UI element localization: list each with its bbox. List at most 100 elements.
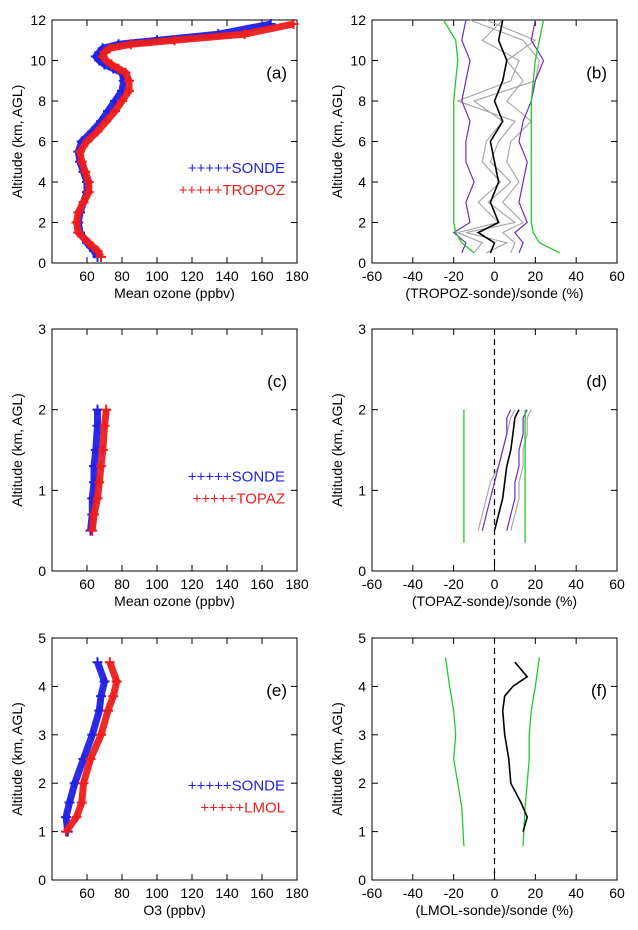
x-tick-label: -20 [444,885,464,901]
x-axis-label: (TOPAZ-sonde)/sonde (%) [412,593,577,609]
y-axis-label: Altitude (km, AGL) [329,85,345,199]
x-tick-label: 140 [215,576,239,592]
x-tick-label: 180 [285,576,309,592]
data-point-tropoz [120,67,131,78]
y-tick-label: 2 [38,215,46,231]
data-point-tropoz [75,146,85,157]
individual-profile [514,19,545,254]
legend-entry: +++++SONDE [188,160,285,177]
data-point-tropoz [92,245,103,256]
x-tick-label: -40 [403,268,423,284]
data-point-tropoz [71,217,82,228]
data-point-sonde [64,797,75,808]
y-tick-label: 12 [30,12,46,28]
x-axis-label: (LMOL-sonde)/sonde (%) [416,902,574,918]
individual-profile [452,19,475,254]
x-tick-label: -20 [444,268,464,284]
y-tick-label: 1 [38,482,46,498]
data-point-topaz [92,493,103,504]
panel-c: 60 80 100 120 140 160 180 0 1 2 3 Mean ozone (ppbv)… [9,321,309,609]
y-tick-label: 10 [350,53,366,69]
data-point-tropoz [73,227,84,238]
data-point-tropoz [80,166,91,177]
y-axis-label: Altitude (km, AGL) [9,85,25,199]
y-tick-label: 3 [358,321,366,337]
series-line-sonde [62,661,108,833]
y-tick-label: 3 [358,727,366,743]
data-point-topaz [101,404,112,415]
y-tick-label: 4 [38,174,46,190]
x-tick-label: 180 [285,885,309,901]
x-tick-label: 180 [285,268,309,284]
x-tick-label: 160 [250,268,274,284]
data-point-sonde [61,812,71,823]
y-tick-label: 2 [358,402,366,418]
data-point-tropoz [125,39,136,50]
x-tick-label: 160 [250,576,274,592]
panel-label: (d) [586,372,607,391]
legend-entry: +++++LMOL [200,799,285,816]
x-axis-label: (TROPOZ-sonde)/sonde (%) [405,285,583,301]
uncertainty-right [530,19,561,254]
x-tick-label: 0 [491,576,499,592]
x-tick-label: 100 [145,576,169,592]
data-point-sonde [87,729,98,740]
y-tick-label: 0 [38,872,46,888]
individual-profile [481,409,512,531]
individual-profile [456,19,520,254]
y-tick-label: 1 [38,824,46,840]
x-tick-label: -60 [362,885,382,901]
data-point-tropoz [104,43,115,54]
series-line-lmol [63,661,121,834]
data-point-lmol [104,657,115,668]
series-line-tropoz [73,20,295,259]
y-tick-label: 1 [358,482,366,498]
uncertainty-right [522,657,541,847]
x-axis-label: Mean ozone (ppbv) [114,285,235,301]
x-tick-label: 60 [79,885,95,901]
x-tick-label: 20 [528,268,544,284]
data-point-lmol [61,826,71,837]
data-point-lmol [78,778,89,789]
legend-entry: +++++SONDE [188,468,285,485]
individual-profile [477,409,516,531]
y-tick-label: 2 [38,775,46,791]
y-tick-label: 3 [38,321,46,337]
panel-a: 60 80 100 120 140 160 180 0 2 4 6 8 10 12 Mean ozone (… [9,12,309,301]
x-tick-label: 40 [568,576,584,592]
mean-bias-profile [501,661,529,832]
data-point-lmol [103,705,113,716]
individual-profile [455,19,541,254]
data-point-topaz [97,445,108,455]
x-axis-label: Mean ozone (ppbv) [114,593,235,609]
data-point-tropoz [76,156,87,167]
data-point-topaz [99,420,110,431]
y-axis-label: Altitude (km, AGL) [9,702,25,816]
data-point-tropoz [169,35,180,46]
data-point-sonde [92,657,103,668]
x-tick-label: 0 [491,268,499,284]
data-point-sonde [99,676,110,687]
x-tick-label: 80 [114,576,130,592]
data-point-sonde [94,705,105,716]
x-tick-label: -60 [362,268,382,284]
x-tick-label: 0 [491,885,499,901]
x-tick-label: -20 [444,576,464,592]
x-tick-label: 60 [609,268,625,284]
y-axis-label: Altitude (km, AGL) [9,393,25,507]
data-point-tropoz [288,19,299,30]
data-point-sonde [96,691,106,702]
y-tick-label: 1 [358,824,366,840]
panel-label: (c) [267,372,287,391]
y-tick-label: 4 [358,678,366,694]
data-point-tropoz [83,237,94,248]
x-tick-label: -40 [403,885,423,901]
y-tick-label: 0 [358,872,366,888]
data-point-tropoz [239,29,250,40]
y-tick-label: 5 [358,630,366,646]
x-tick-label: 60 [609,885,625,901]
panel-e: 60 80 100 120 140 160 180 0 1 2 3 4 5 O3 (ppbv) Altitu… [9,630,309,918]
y-tick-label: 3 [38,727,46,743]
y-tick-label: 6 [38,134,46,150]
data-point-topaz [89,509,99,520]
